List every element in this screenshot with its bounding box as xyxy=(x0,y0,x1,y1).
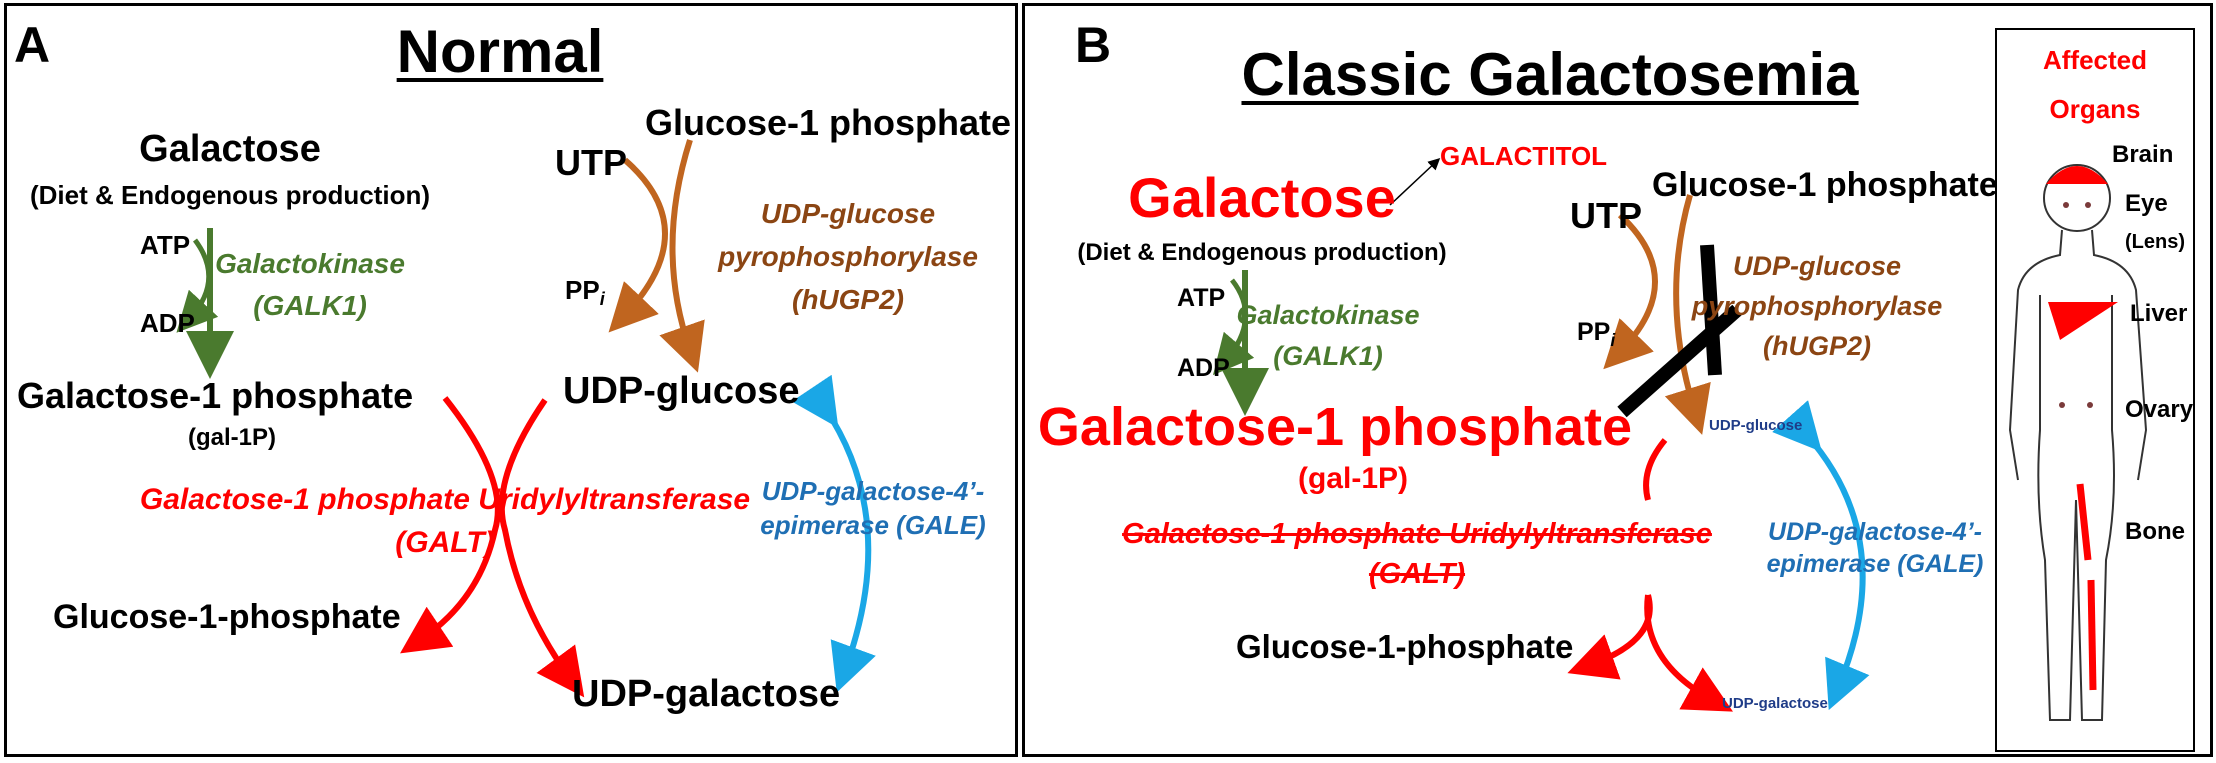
panel-b-letter: B xyxy=(1075,17,1112,73)
adp-label-a: ADP xyxy=(140,308,195,338)
atp-label-a: ATP xyxy=(140,230,191,260)
gale-line2-a: epimerase (GALE) xyxy=(760,510,986,540)
adp-label-b: ADP xyxy=(1177,354,1230,382)
galk-name-b: Galactokinase xyxy=(1236,300,1420,330)
organ-eye-label: Eye xyxy=(2125,190,2168,217)
ugp-line1-b: UDP-glucose xyxy=(1732,251,1902,281)
galt-name-b: Galactose-1 phosphate Uridylyltransferas… xyxy=(1122,518,1712,550)
organs-title-line1: Affected xyxy=(2042,45,2148,75)
panel-a-letter: A xyxy=(14,17,51,73)
gale-line2-b: epimerase (GALE) xyxy=(1766,550,1984,578)
galactose-source-b: (Diet & Endogenous production) xyxy=(1077,239,1447,266)
organs-title-line2: Organs xyxy=(2049,94,2141,124)
glc1p-top-label-b: Glucose-1 phosphate xyxy=(1652,166,1998,204)
gal1p-label-b: Galactose-1 phosphate xyxy=(1037,397,1633,457)
galt-name-a: Galactose-1 phosphate Uridylyltransferas… xyxy=(139,483,751,516)
gale-line1-b: UDP-galactose-4’- xyxy=(1768,518,1982,546)
organ-brain-label: Brain xyxy=(2112,141,2174,168)
galk-abbr-a: (GALK1) xyxy=(253,290,367,321)
ppi-label-a: PPi xyxy=(565,275,605,310)
utp-label-b: UTP xyxy=(1570,195,1642,236)
galk-abbr-b: (GALK1) xyxy=(1273,341,1383,371)
glc1p-bottom-label-b: Glucose-1-phosphate xyxy=(1236,628,1574,665)
ugp-line3-b: (hUGP2) xyxy=(1763,331,1871,361)
ugp-line2-b: pyrophosphorylase xyxy=(1691,291,1943,321)
atp-label-b: ATP xyxy=(1177,284,1226,312)
ugp-line3-a: (hUGP2) xyxy=(792,284,904,315)
udp-glucose-label-a: UDP-glucose xyxy=(563,370,800,412)
galactose-label-a: Galactose xyxy=(139,128,321,170)
glc1p-top-label-a: Glucose-1 phosphate xyxy=(645,102,1012,143)
gale-line1-a: UDP-galactose-4’- xyxy=(761,476,985,506)
galt-abbr-a: (GALT) xyxy=(395,526,495,559)
gal1p-abbr-a: (gal-1P) xyxy=(187,424,277,451)
galactose-source-a: (Diet & Endogenous production) xyxy=(29,180,431,210)
organ-ovary-label: Ovary xyxy=(2125,396,2194,423)
udp-glucose-label-b: UDP-glucose xyxy=(1709,417,1803,434)
organ-bone-label: Bone xyxy=(2125,518,2185,545)
organ-lens-label: (Lens) xyxy=(2125,231,2185,253)
glc1p-bottom-label-a: Glucose-1-phosphate xyxy=(53,598,401,636)
udp-galactose-label-a: UDP-galactose xyxy=(572,673,841,715)
ppi-label-b: PPi xyxy=(1577,318,1616,350)
panel-a-title: Normal xyxy=(396,18,604,85)
udp-galactose-label-b: UDP-galactose xyxy=(1722,695,1828,712)
gal1p-label-a: Galactose-1 phosphate xyxy=(17,375,414,416)
organ-liver-label: Liver xyxy=(2130,300,2188,327)
panel-b-title: Classic Galactosemia xyxy=(1241,41,1859,108)
affected-organs-box xyxy=(1995,28,2195,752)
ugp-line1-a: UDP-glucose xyxy=(760,198,936,229)
galk-name-a: Galactokinase xyxy=(215,248,405,279)
gal1p-abbr-b: (gal-1P) xyxy=(1297,462,1409,495)
utp-label-a: UTP xyxy=(555,142,627,183)
galactose-label-b: Galactose xyxy=(1128,166,1396,229)
galactitol-label: GALACTITOL xyxy=(1440,141,1608,171)
ugp-line2-a: pyrophosphorylase xyxy=(718,241,978,272)
galt-abbr-b: (GALT) xyxy=(1368,558,1466,590)
